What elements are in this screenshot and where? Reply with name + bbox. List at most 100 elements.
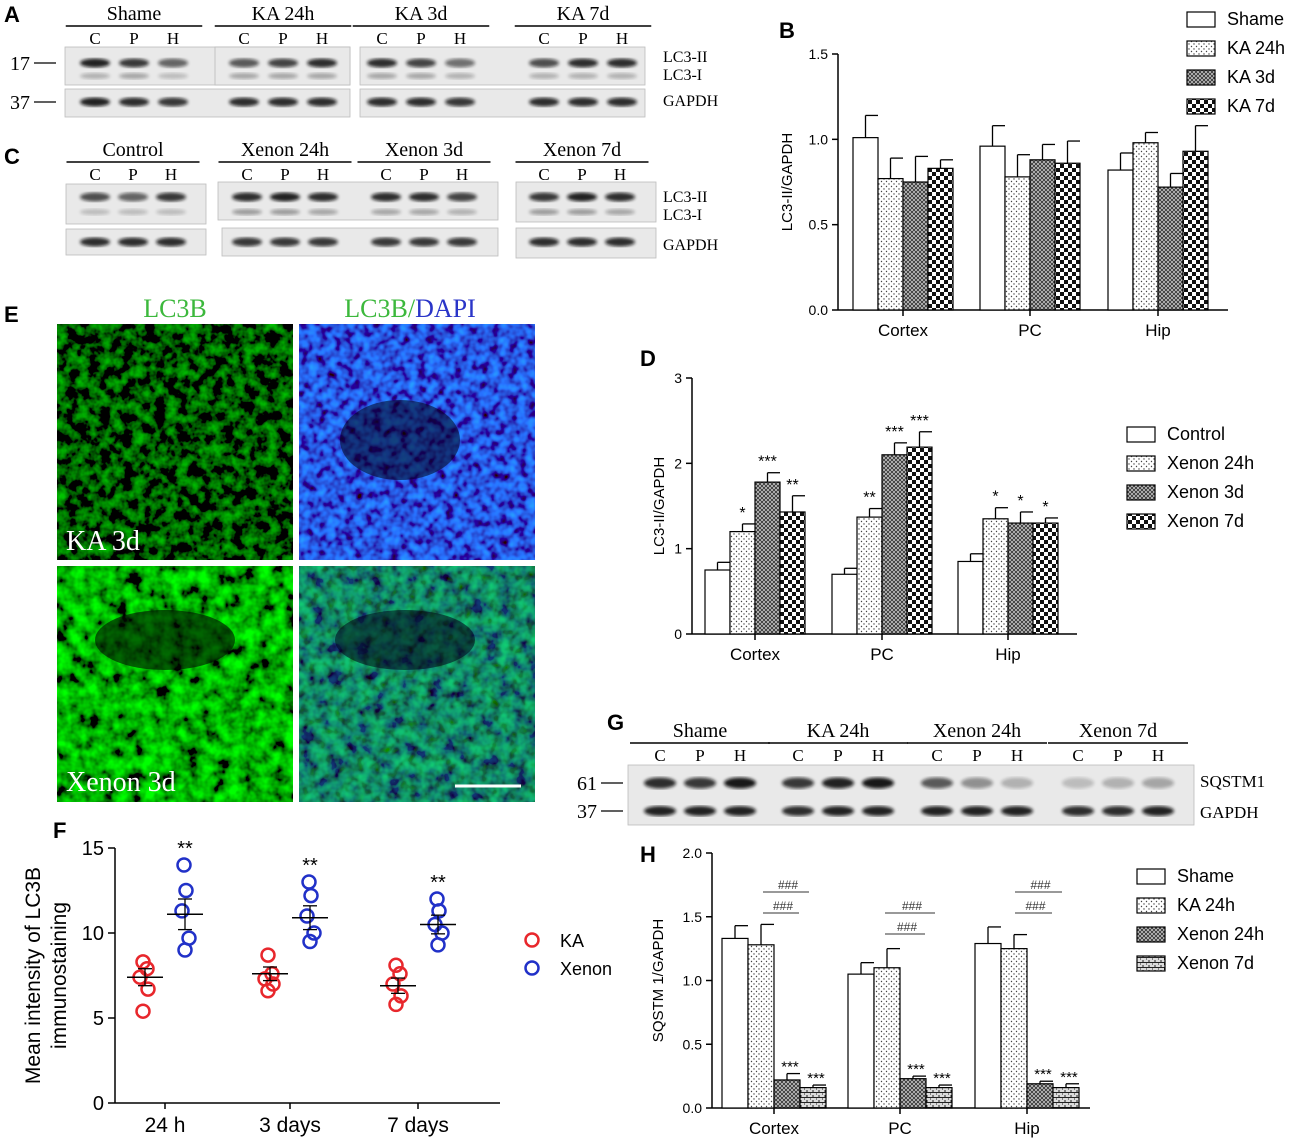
significance-label: *** bbox=[781, 1059, 799, 1076]
legend-swatch bbox=[1136, 955, 1166, 972]
comparison-label: ### bbox=[897, 920, 917, 934]
comparison-label: ### bbox=[902, 899, 922, 913]
blot-lane-label: H bbox=[165, 165, 177, 184]
blot-lane-label: P bbox=[419, 165, 428, 184]
y-tick-label: 0.0 bbox=[809, 302, 829, 318]
blot-band bbox=[80, 209, 110, 215]
blot-lane-label: C bbox=[1072, 746, 1083, 765]
blot-band bbox=[156, 192, 186, 202]
significance-label: * bbox=[739, 505, 745, 522]
blot-group-label: KA 24h bbox=[252, 3, 315, 25]
blot-band bbox=[118, 209, 148, 215]
blot-lane-label: C bbox=[792, 746, 803, 765]
panel-a-letter: A bbox=[4, 2, 20, 27]
blot-band bbox=[307, 58, 337, 68]
panel-h-letter: H bbox=[640, 842, 656, 867]
bar bbox=[1182, 150, 1209, 311]
y-tick-label: 2 bbox=[674, 455, 682, 471]
legend-label: Xenon 3d bbox=[1167, 482, 1244, 502]
significance-label: ** bbox=[302, 855, 318, 877]
legend-label: Xenon bbox=[560, 959, 612, 979]
blot-band bbox=[447, 237, 477, 247]
legend-label: KA 7d bbox=[1227, 96, 1275, 116]
blot-lane-label: H bbox=[317, 165, 329, 184]
blot-lane-label: H bbox=[616, 29, 628, 48]
y-tick-label: 1.5 bbox=[683, 909, 703, 925]
blot-membrane bbox=[627, 764, 1195, 826]
bar bbox=[873, 967, 901, 1109]
blot-band bbox=[568, 73, 598, 79]
legend-label: KA 24h bbox=[1227, 38, 1285, 58]
data-point bbox=[388, 957, 404, 974]
legend-swatch bbox=[1126, 513, 1156, 530]
blot-band bbox=[367, 58, 397, 68]
data-point bbox=[299, 908, 315, 924]
data-point bbox=[181, 930, 197, 946]
significance-label: *** bbox=[1034, 1066, 1052, 1083]
blot-lane-label: P bbox=[129, 29, 138, 48]
blot-band bbox=[567, 209, 597, 215]
blot-band bbox=[409, 209, 439, 215]
significance-label: ** bbox=[786, 477, 798, 494]
legend-label: Shame bbox=[1177, 866, 1234, 886]
x-tick-label: 24 h bbox=[145, 1114, 186, 1137]
blot-group-label: Shame bbox=[107, 3, 162, 25]
blot-marker-label: 17 bbox=[10, 53, 30, 75]
blot-lane-label: H bbox=[456, 165, 468, 184]
blot-band bbox=[158, 73, 188, 79]
bar bbox=[747, 944, 775, 1109]
blot-group-label: Xenon 7d bbox=[543, 139, 621, 161]
data-point bbox=[140, 981, 156, 997]
blot-lane-label: C bbox=[380, 165, 391, 184]
blot-band bbox=[1001, 806, 1033, 816]
blot-group-label: Xenon 24h bbox=[241, 139, 329, 161]
blot-membrane bbox=[64, 88, 351, 118]
blot-band bbox=[529, 209, 559, 215]
micrograph-xenon-merge-green-overlay bbox=[299, 566, 535, 802]
blot-lane-label: H bbox=[872, 746, 884, 765]
blot-band bbox=[406, 97, 436, 107]
blot-band-label: GAPDH bbox=[1200, 803, 1259, 822]
blot-band bbox=[1102, 806, 1134, 816]
y-tick-label: 3 bbox=[674, 370, 682, 386]
blot-group-label: KA 7d bbox=[557, 3, 610, 25]
blot-band bbox=[921, 777, 953, 789]
panel-e: E LC3B LC3B/DAPI KA 3d Xenon 3d bbox=[4, 294, 535, 802]
legend-swatch bbox=[524, 932, 540, 948]
blot-band bbox=[961, 806, 993, 816]
legend-label: Xenon 7d bbox=[1167, 511, 1244, 531]
bar bbox=[957, 560, 984, 635]
panel-b: B 0.0 0.5 1.0 1.5 LC3-II/GAPDH Cortex PC Hip Sha… bbox=[779, 9, 1285, 340]
legend-label: KA bbox=[560, 931, 584, 951]
blot-band bbox=[605, 192, 635, 202]
x-tick-label: Hip bbox=[1145, 321, 1171, 340]
col-title-lc3b-dapi: LC3B/DAPI bbox=[344, 294, 475, 323]
legend-label: Xenon 24h bbox=[1167, 453, 1254, 473]
data-point bbox=[302, 933, 318, 950]
blot-lane-label: P bbox=[416, 29, 425, 48]
significance-label: *** bbox=[885, 424, 904, 441]
data-point bbox=[429, 891, 445, 907]
blot-band bbox=[371, 237, 401, 247]
blot-marker-label: 37 bbox=[10, 92, 30, 114]
panel-e-letter: E bbox=[4, 302, 19, 327]
significance-label: * bbox=[1017, 493, 1023, 510]
y-tick-label: 10 bbox=[82, 923, 104, 945]
data-point bbox=[260, 947, 276, 963]
blot-band bbox=[529, 73, 559, 79]
blot-group-label: Shame bbox=[673, 720, 728, 742]
blot-band bbox=[529, 237, 559, 247]
bar bbox=[1132, 142, 1159, 311]
blot-band bbox=[1001, 777, 1033, 789]
blot-lane-label: H bbox=[316, 29, 328, 48]
bar bbox=[1007, 522, 1034, 635]
y-tick-label: 0.5 bbox=[809, 217, 829, 233]
blot-lane-label: C bbox=[538, 165, 549, 184]
y-tick-label: 0.5 bbox=[683, 1036, 703, 1052]
row-label-ka-3d: KA 3d bbox=[66, 526, 140, 557]
blot-band bbox=[80, 97, 110, 107]
data-point bbox=[176, 857, 192, 873]
